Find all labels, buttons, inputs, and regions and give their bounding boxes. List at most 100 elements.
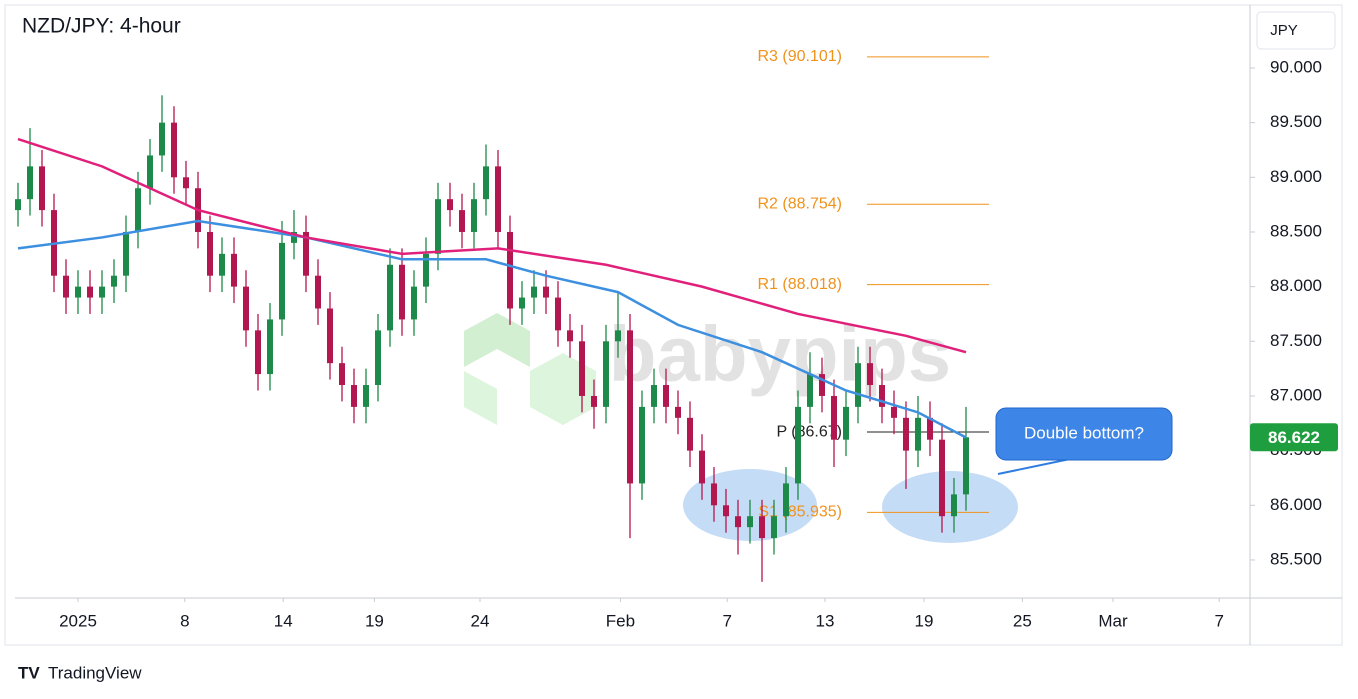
candle-body: [38, 166, 45, 211]
axis-unit-box: [1256, 11, 1336, 50]
last-price-label: 86.622: [1268, 428, 1320, 447]
callout-text: Double bottom?: [1024, 423, 1144, 442]
candle-body: [878, 385, 885, 407]
watermark: babypips: [609, 310, 951, 398]
last-price-box: [1250, 423, 1338, 452]
candle-body: [14, 199, 21, 211]
y-tick-label: 87.500: [1270, 331, 1322, 350]
frame: [4, 4, 1343, 646]
brand: TradingView: [48, 663, 142, 682]
candle-body: [926, 417, 933, 440]
axis-unit: JPY: [1270, 22, 1298, 39]
candle-body: [26, 166, 33, 200]
x-tick-label: 13: [816, 611, 835, 630]
candle-body: [398, 264, 405, 320]
candle-body: [866, 363, 873, 386]
y-tick-label: 85.500: [1270, 549, 1322, 568]
candle-body: [62, 275, 69, 298]
candle-body: [626, 330, 633, 484]
callout-pointer: [997, 458, 1071, 475]
candle-body: [578, 341, 585, 396]
x-tick-label: 19: [915, 611, 934, 630]
pivot-label: S1 (85.935): [758, 504, 842, 521]
pivot-label: P (86.67): [776, 423, 842, 440]
candle-body: [734, 516, 741, 528]
candle-body: [182, 177, 189, 189]
chart-title: NZD/JPY: 4-hour: [22, 15, 181, 38]
candle-body: [206, 231, 213, 276]
watermark-logo: [464, 313, 596, 425]
y-tick-label: 89.000: [1270, 167, 1322, 186]
pivot-label: R1 (88.018): [758, 276, 843, 293]
candle-body: [614, 330, 621, 342]
candle-body: [746, 516, 753, 528]
candle-body: [962, 437, 969, 495]
candle-body: [806, 374, 813, 407]
candle-body: [326, 308, 333, 364]
candle-body: [950, 494, 957, 517]
candle-body: [362, 385, 369, 407]
y-tick-label: 90.000: [1270, 57, 1322, 76]
y-tick-label: 88.500: [1270, 221, 1322, 240]
x-tick-label: 8: [180, 611, 189, 630]
candle-body: [854, 363, 861, 407]
candle-body: [818, 374, 825, 396]
x-tick-label: 2025: [59, 611, 97, 630]
pivot-label: R2 (88.754): [758, 195, 843, 212]
candle-body: [914, 417, 921, 451]
candle-body: [338, 363, 345, 386]
highlight-ellipse: [882, 471, 1018, 543]
candle-body: [290, 231, 297, 243]
candle-body: [710, 483, 717, 506]
candle-body: [170, 122, 177, 178]
candle-body: [218, 253, 225, 276]
candle-body: [758, 516, 765, 539]
x-tick-label: Mar: [1098, 611, 1128, 630]
candle-body: [662, 385, 669, 407]
candle-body: [482, 166, 489, 200]
candle-body: [446, 199, 453, 211]
candle-body: [278, 242, 285, 320]
candle-body: [410, 286, 417, 320]
candle-body: [134, 188, 141, 232]
x-tick-label: Feb: [606, 611, 635, 630]
candle-body: [242, 286, 249, 331]
candle-body: [458, 210, 465, 232]
candle-body: [254, 330, 261, 375]
candle-body: [638, 406, 645, 484]
x-tick-label: 7: [722, 611, 731, 630]
x-tick-label: 7: [1214, 611, 1223, 630]
candle-body: [770, 516, 777, 539]
x-tick-label: 24: [471, 611, 490, 630]
candle-body: [266, 319, 273, 375]
candle-body: [494, 166, 501, 232]
candle-body: [890, 406, 897, 418]
brand-logo: TV: [18, 663, 40, 682]
candle-body: [602, 341, 609, 407]
y-tick-label: 87.000: [1270, 385, 1322, 404]
candle-body: [830, 395, 837, 440]
x-tick-label: 25: [1013, 611, 1032, 630]
y-tick-label: 89.500: [1270, 112, 1322, 131]
candle-body: [110, 275, 117, 287]
candle-body: [542, 286, 549, 298]
moving-average: [17, 137, 967, 354]
candle-body: [350, 385, 357, 407]
candle-body: [530, 286, 537, 298]
candle-body: [698, 450, 705, 484]
candle-body: [314, 275, 321, 309]
y-tick-label: 88.000: [1270, 276, 1322, 295]
candle-body: [902, 417, 909, 451]
x-tick-label: 19: [365, 611, 384, 630]
candle-body: [674, 406, 681, 418]
candle-body: [98, 286, 105, 298]
candle-body: [650, 385, 657, 407]
candle-body: [146, 155, 153, 189]
candle-body: [842, 406, 849, 440]
pivot-label: R3 (90.101): [758, 48, 843, 65]
candle-body: [554, 297, 561, 331]
candle-body: [590, 395, 597, 407]
candle-body: [230, 253, 237, 287]
